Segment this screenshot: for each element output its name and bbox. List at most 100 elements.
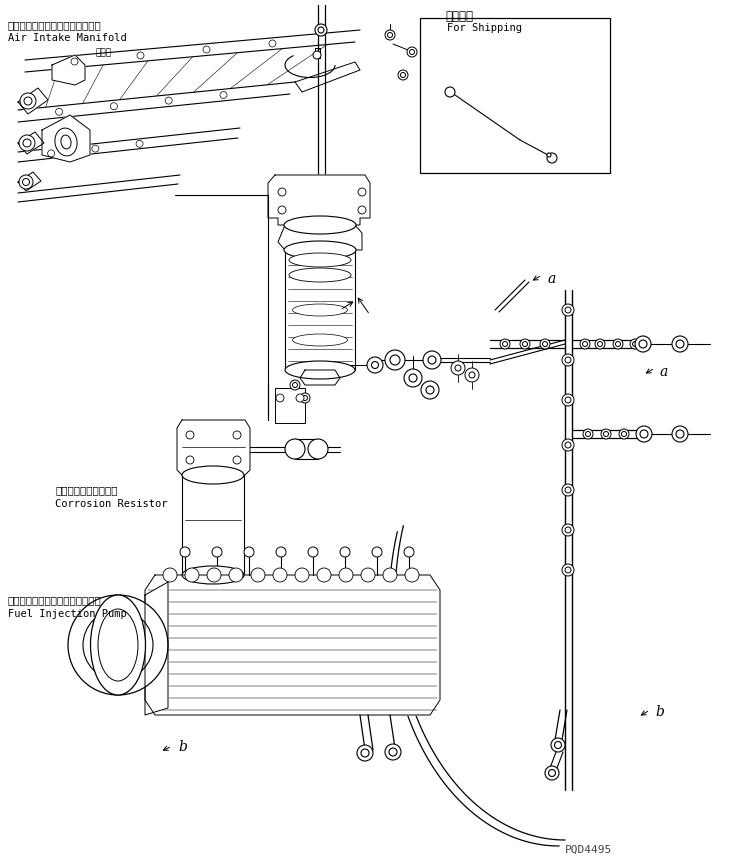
Circle shape [469, 372, 475, 378]
Circle shape [547, 153, 551, 157]
Polygon shape [145, 582, 168, 715]
Circle shape [580, 339, 590, 349]
Ellipse shape [182, 466, 244, 484]
Text: 連携部品: 連携部品 [445, 10, 473, 23]
Circle shape [163, 568, 177, 582]
Circle shape [619, 429, 629, 439]
Circle shape [278, 188, 286, 196]
Circle shape [565, 357, 571, 363]
Ellipse shape [289, 253, 351, 267]
Circle shape [56, 108, 63, 115]
Circle shape [597, 342, 602, 346]
Circle shape [404, 547, 414, 557]
Circle shape [586, 431, 591, 436]
Circle shape [278, 206, 286, 214]
Circle shape [428, 356, 436, 364]
Circle shape [313, 51, 321, 59]
Circle shape [672, 426, 688, 442]
Circle shape [548, 770, 556, 777]
Circle shape [407, 47, 417, 57]
Circle shape [500, 339, 510, 349]
Circle shape [455, 365, 461, 371]
Circle shape [676, 340, 684, 348]
Circle shape [421, 381, 439, 399]
Circle shape [583, 429, 593, 439]
Circle shape [136, 140, 143, 147]
Circle shape [276, 394, 284, 402]
Circle shape [340, 547, 350, 557]
Circle shape [292, 382, 298, 387]
Polygon shape [177, 420, 250, 475]
Circle shape [358, 188, 366, 196]
Circle shape [676, 430, 684, 438]
Circle shape [371, 362, 379, 369]
Circle shape [562, 564, 574, 576]
Text: b: b [178, 740, 187, 754]
Circle shape [23, 179, 29, 186]
Circle shape [180, 547, 190, 557]
Ellipse shape [285, 439, 305, 459]
Circle shape [562, 354, 574, 366]
Circle shape [308, 547, 318, 557]
Circle shape [545, 766, 559, 780]
Circle shape [523, 342, 528, 346]
Polygon shape [52, 55, 85, 85]
Circle shape [273, 568, 287, 582]
Circle shape [233, 456, 241, 464]
Circle shape [212, 547, 222, 557]
Ellipse shape [55, 128, 77, 156]
Text: コロージョンレジスタ: コロージョンレジスタ [55, 485, 118, 495]
Circle shape [357, 745, 373, 761]
Text: フェエルインジェクションポンプ: フェエルインジェクションポンプ [8, 595, 102, 605]
Circle shape [565, 397, 571, 403]
Circle shape [547, 153, 557, 163]
Polygon shape [18, 172, 41, 191]
Circle shape [409, 374, 417, 382]
Circle shape [372, 547, 382, 557]
Circle shape [621, 431, 626, 436]
Circle shape [404, 369, 422, 387]
Circle shape [672, 336, 688, 352]
Text: Fuel Injection Pump: Fuel Injection Pump [8, 609, 126, 619]
Circle shape [445, 87, 455, 97]
Circle shape [565, 527, 571, 533]
Circle shape [387, 33, 393, 38]
Circle shape [48, 150, 55, 157]
Circle shape [358, 206, 366, 214]
Circle shape [601, 429, 611, 439]
Circle shape [383, 568, 397, 582]
Circle shape [613, 339, 623, 349]
Text: For Shipping: For Shipping [447, 23, 522, 33]
Circle shape [24, 97, 32, 105]
Circle shape [398, 70, 408, 80]
Text: Air Intake Manifold: Air Intake Manifold [8, 33, 126, 43]
Bar [420, 18, 610, 173]
Circle shape [186, 431, 194, 439]
Circle shape [632, 342, 637, 346]
Circle shape [551, 738, 565, 752]
Circle shape [426, 386, 434, 394]
Circle shape [317, 568, 331, 582]
Ellipse shape [289, 268, 351, 282]
Circle shape [630, 339, 640, 349]
Circle shape [92, 145, 99, 152]
Circle shape [296, 394, 304, 402]
Circle shape [385, 744, 401, 760]
Circle shape [555, 741, 561, 748]
Polygon shape [145, 575, 440, 715]
Text: b: b [655, 705, 664, 719]
Circle shape [405, 568, 419, 582]
Circle shape [269, 40, 276, 47]
Circle shape [409, 50, 414, 54]
Circle shape [390, 355, 400, 365]
Circle shape [520, 339, 530, 349]
Circle shape [562, 394, 574, 406]
Polygon shape [295, 62, 360, 92]
Circle shape [451, 361, 465, 375]
Ellipse shape [284, 241, 356, 259]
Circle shape [318, 27, 324, 33]
Circle shape [290, 380, 300, 390]
Circle shape [303, 395, 308, 400]
Text: エアーインテークマニホールドー: エアーインテークマニホールドー [8, 20, 102, 30]
Text: Corrosion Resistor: Corrosion Resistor [55, 499, 167, 509]
